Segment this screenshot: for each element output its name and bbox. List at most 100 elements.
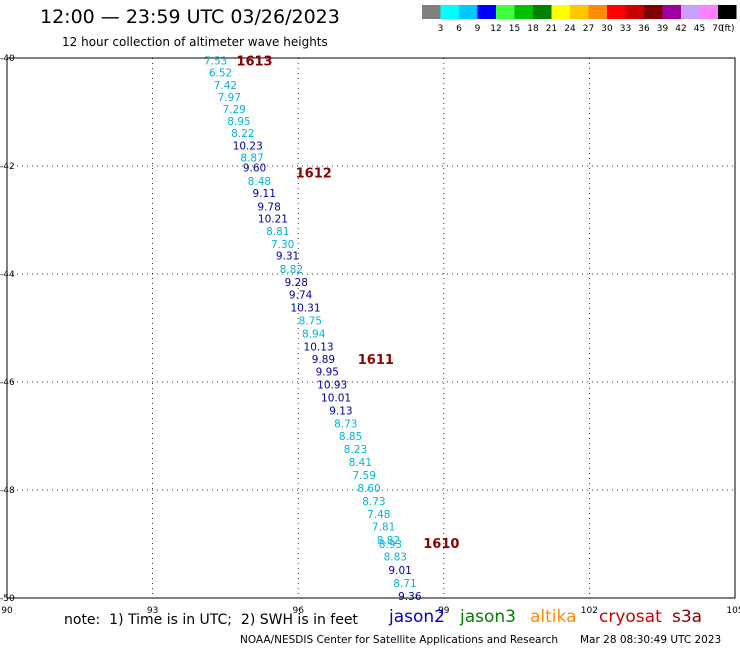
wave-height-label: 8.73 xyxy=(334,419,357,431)
wave-height-label: 6.52 xyxy=(209,68,232,80)
wave-height-label: 9.60 xyxy=(243,163,266,175)
wave-height-label: 7.29 xyxy=(222,104,245,116)
colorbar-label: 30 xyxy=(601,24,613,34)
y-tick-label: -46 xyxy=(0,378,15,388)
wave-height-label: 10.31 xyxy=(290,302,320,314)
axis-ticks: 90 93 96 99 102 105 -40 -42 -44 -46 -48 -50 xyxy=(0,54,740,616)
colorbar-unit: (ft) xyxy=(721,24,735,34)
wave-height-label: 7.97 xyxy=(218,92,241,104)
wave-height-label: 9.36 xyxy=(398,591,422,603)
wave-height-label: 8.23 xyxy=(344,444,367,456)
chart-title: 12:00 — 23:59 UTC 03/26/2023 xyxy=(40,6,340,28)
colorbar-swatch xyxy=(459,5,478,19)
wave-height-label: 8.82 xyxy=(377,535,400,547)
wave-height-label: 9.95 xyxy=(316,367,339,379)
wave-height-label: 8.82 xyxy=(280,264,303,276)
colorbar-swatch xyxy=(422,5,441,19)
colorbar-label: 42 xyxy=(675,24,686,34)
colorbar-swatch xyxy=(588,5,607,19)
wave-height-label: 8.60 xyxy=(357,483,380,495)
wave-height-label: 8.22 xyxy=(231,128,254,140)
wave-height-label: 7.81 xyxy=(372,522,395,534)
y-tick-label: -50 xyxy=(0,594,15,604)
x-tick-label: 93 xyxy=(147,606,158,616)
wave-height-label: 9.28 xyxy=(285,277,308,289)
wave-height-label: 10.93 xyxy=(317,380,347,392)
wave-height-label: 10.01 xyxy=(321,393,351,405)
colorbar-label: 27 xyxy=(583,24,594,34)
wave-height-label: 7.42 xyxy=(214,80,237,92)
colorbar-label: 15 xyxy=(509,24,520,34)
x-tick-label: 105 xyxy=(726,606,740,616)
plot-frame xyxy=(6,57,736,599)
colorbar-label: 3 xyxy=(438,24,444,34)
legend-cryosat: cryosat xyxy=(599,607,662,627)
wave-height-label: 9.11 xyxy=(253,188,276,200)
colorbar-label: 12 xyxy=(490,24,501,34)
track-number-label: 1611 xyxy=(358,353,394,368)
y-tick-label: -48 xyxy=(0,486,15,496)
grid-lines xyxy=(7,58,735,598)
wave-height-label: 8.94 xyxy=(302,328,326,340)
wave-height-label: 9.78 xyxy=(257,202,280,214)
wave-height-label: 8.95 xyxy=(227,116,250,128)
track-labels: 1613 1612 1611 1610 xyxy=(236,55,459,552)
colorbar-swatch xyxy=(440,5,459,19)
wave-height-label: 8.85 xyxy=(339,431,362,443)
colorbar-label: 21 xyxy=(546,24,557,34)
wave-height-label: 8.73 xyxy=(362,496,385,508)
wave-height-label: 7.48 xyxy=(367,509,390,521)
colorbar-swatch xyxy=(570,5,589,19)
wave-height-label: 10.13 xyxy=(304,341,334,353)
color-scale-legend: 3 6 9 12 15 18 21 24 27 30 33 36 39 42 45 70(ft) xyxy=(422,5,737,34)
wave-height-points: 7.536.527.427.977.298.958.2210.238.879.6… xyxy=(204,56,422,603)
wave-height-label: 7.30 xyxy=(271,239,294,251)
generated-timestamp: Mar 28 08:30:49 UTC 2023 xyxy=(580,634,722,646)
legend-altika: altika xyxy=(530,607,577,627)
wave-height-label: 9.89 xyxy=(312,354,335,366)
legend-jason3: jason3 xyxy=(460,607,516,627)
track-number-label: 1612 xyxy=(296,166,332,181)
wave-height-label: 8.87 xyxy=(240,152,263,164)
track-number-label: 1613 xyxy=(236,55,272,70)
colorbar-swatch xyxy=(625,5,644,19)
wave-height-label: 8.75 xyxy=(299,315,322,327)
colorbar-label: 9 xyxy=(475,24,481,34)
colorbar-label: 39 xyxy=(657,24,669,34)
legend-s3a: s3a xyxy=(672,607,703,627)
wave-height-label: 9.74 xyxy=(289,290,313,302)
colorbar-label: 6 xyxy=(456,24,462,34)
y-tick-label: -40 xyxy=(0,54,15,64)
wave-height-label: 7.59 xyxy=(353,470,376,482)
colorbar-swatch xyxy=(514,5,533,19)
wave-height-label: 9.01 xyxy=(388,565,411,577)
track-number-label: 1610 xyxy=(423,537,459,552)
colorbar-label: 24 xyxy=(564,24,576,34)
x-tick-label: 90 xyxy=(1,606,13,616)
wave-height-label: 8.48 xyxy=(248,176,271,188)
colorbar-label: 33 xyxy=(620,24,631,34)
x-tick-label: 99 xyxy=(438,606,450,616)
wave-height-label: 8.93 xyxy=(379,539,402,551)
wave-height-label: 9.13 xyxy=(329,406,352,418)
y-tick-label: -44 xyxy=(0,270,15,280)
colorbar-label: 45 xyxy=(694,24,705,34)
colorbar-label: 36 xyxy=(638,24,650,34)
colorbar-swatch xyxy=(533,5,552,19)
colorbar-swatch xyxy=(662,5,681,19)
colorbar-swatch xyxy=(496,5,515,19)
y-tick-label: -42 xyxy=(0,162,15,172)
wave-height-label: 10.23 xyxy=(233,140,263,152)
colorbar-swatch xyxy=(644,5,663,19)
wave-height-label: 8.71 xyxy=(393,578,416,590)
colorbar-swatch xyxy=(681,5,700,19)
x-tick-label: 96 xyxy=(292,606,304,616)
colorbar-label: 18 xyxy=(527,24,539,34)
credit-line: NOAA/NESDIS Center for Satellite Applica… xyxy=(240,634,558,646)
colorbar-swatch xyxy=(551,5,570,19)
colorbar-swatch xyxy=(699,5,718,19)
colorbar-swatch xyxy=(607,5,626,19)
x-tick-label: 102 xyxy=(581,606,598,616)
wave-height-label: 10.21 xyxy=(258,213,288,225)
